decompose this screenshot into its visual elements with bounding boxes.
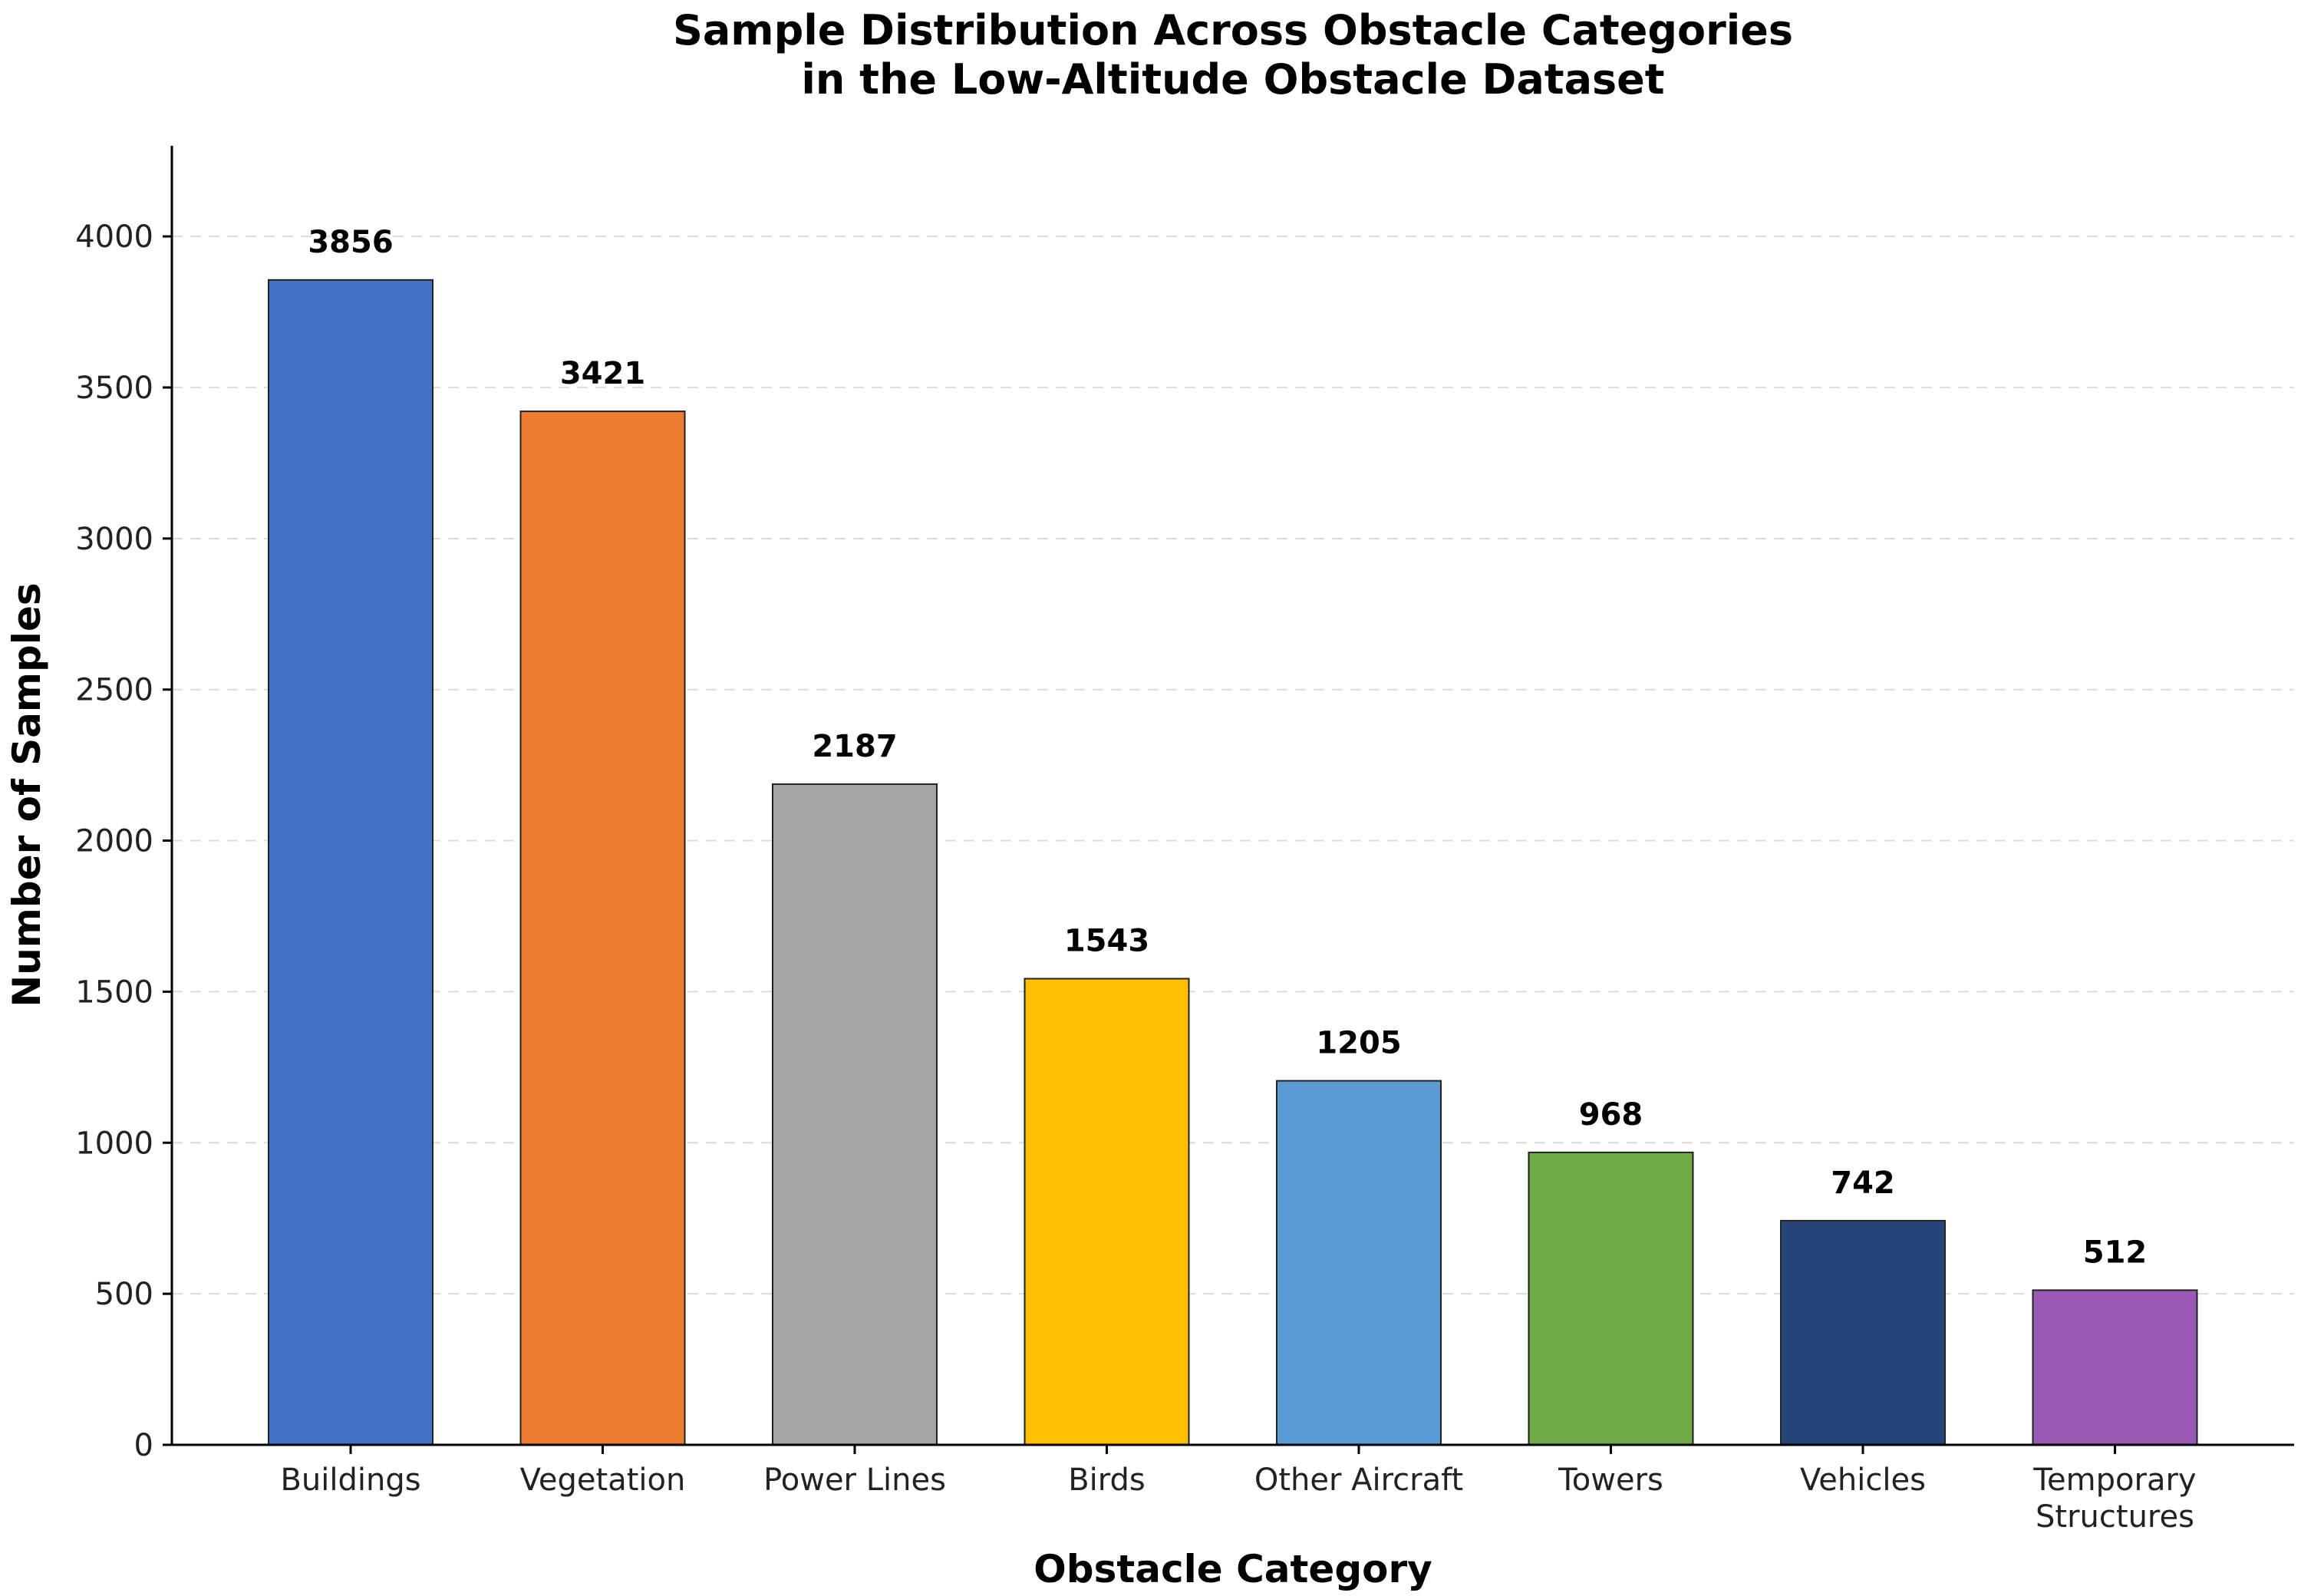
y-axis-ticks: 0 500 1000 1500 2000 2500 3000 3500 4000 — [75, 219, 172, 1463]
bar — [1528, 1151, 1694, 1446]
bar — [1024, 978, 1190, 1446]
axes — [170, 146, 2294, 1446]
x-axis-label: Obstacle Category — [1033, 1547, 1432, 1591]
x-tick-label: Birds — [1068, 1462, 1146, 1498]
y-tick-label: 2000 — [75, 824, 153, 859]
bar — [1780, 1219, 1946, 1446]
y-axis-label: Number of Samples — [5, 582, 49, 1007]
bar-value-label: 3421 — [560, 356, 645, 391]
chart-title-line: in the Low-Altitude Obstacle Dataset — [801, 55, 1664, 104]
y-tick-label: 3000 — [75, 522, 153, 557]
bar — [268, 279, 433, 1446]
chart-title: Sample Distribution Across Obstacle Cate… — [673, 6, 1793, 104]
chart-title-line: Sample Distribution Across Obstacle Cate… — [673, 6, 1793, 54]
x-axis-ticks: Buildings Vegetation Power Lines Birds Other… — [280, 1445, 2197, 1535]
x-tick-label: Vegetation — [520, 1462, 686, 1498]
bars — [268, 279, 2198, 1446]
y-tick-label: 500 — [95, 1277, 153, 1312]
bar — [519, 411, 686, 1446]
bar-value-label: 1205 — [1316, 1026, 1401, 1061]
bar — [1276, 1080, 1442, 1446]
x-tick-label: Towers — [1558, 1462, 1663, 1498]
bar-value-label: 512 — [2083, 1235, 2148, 1270]
y-tick-label: 1500 — [75, 974, 153, 1010]
bar — [772, 783, 938, 1446]
y-tick-label: 4000 — [75, 219, 153, 255]
x-tick-label: Structures — [2036, 1499, 2194, 1535]
x-tick-label: Temporary — [2032, 1462, 2196, 1498]
x-tick-label: Buildings — [280, 1462, 420, 1498]
x-tick-label: Other Aircraft — [1254, 1462, 1463, 1498]
x-tick-label: Power Lines — [763, 1462, 946, 1498]
y-tick-label: 3500 — [75, 371, 153, 406]
bar-value-label: 742 — [1831, 1166, 1895, 1201]
y-tick-label: 0 — [134, 1428, 153, 1463]
gridlines — [172, 236, 2294, 1295]
bar-value-label: 1543 — [1064, 923, 1149, 958]
bar — [2032, 1289, 2198, 1446]
bar-value-label: 2187 — [812, 729, 897, 764]
x-tick-label: Vehicles — [1800, 1462, 1926, 1498]
y-tick-label: 1000 — [75, 1126, 153, 1161]
data-labels: 3856 3421 2187 1543 1205 968 742 512 — [308, 225, 2147, 1271]
bar-value-label: 968 — [1579, 1097, 1643, 1133]
bar-value-label: 3856 — [308, 225, 393, 260]
y-tick-label: 2500 — [75, 673, 153, 708]
